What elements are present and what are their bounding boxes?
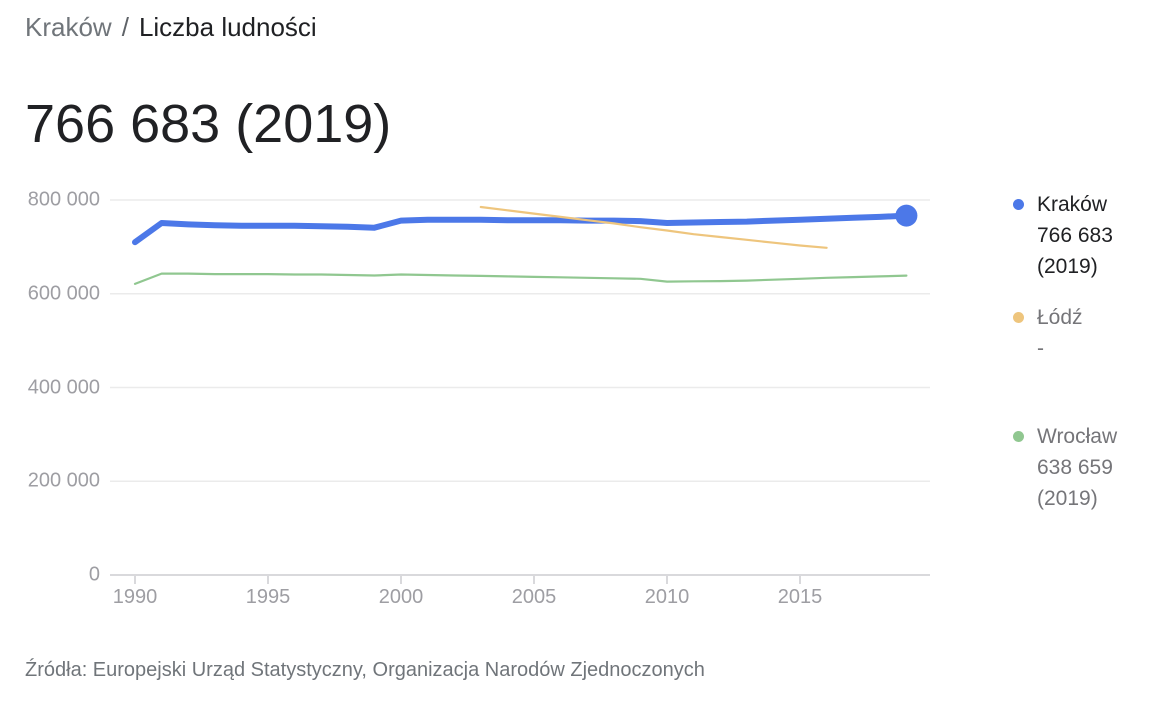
y-tick-label: 0 [88,563,100,586]
y-tick-label: 800 000 [27,188,100,211]
legend-series-year: (2019) [1037,255,1098,278]
series-line-łódź [479,205,828,249]
x-tick-label: 2000 [378,586,424,608]
series-line-wrocław [133,272,908,285]
legend-series-name: Wrocław [1037,425,1118,448]
series-end-dot-kraków [895,204,918,227]
legend-series-name: Łódź [1037,306,1083,329]
headline-value: 766 683 (2019) [25,94,392,154]
y-tick-label: 400 000 [27,376,100,398]
legend-series-value: - [1037,337,1044,360]
breadcrumb-separator: / [121,12,129,42]
x-tick-label: 2005 [511,586,557,608]
x-tick-label: 1995 [245,586,291,608]
source-note: Źródła: Europejski Urząd Statystyczny, O… [25,659,705,681]
breadcrumb-metric: Liczba ludności [138,12,317,42]
x-tick-label: 2015 [777,586,823,608]
lodz-series-dot-icon [1013,312,1024,323]
legend-item-wroclaw: Wrocław 638 659 (2019) [1013,421,1165,514]
legend-item-krakow: Kraków 766 683 (2019) [1013,189,1165,282]
x-tick-label: 2010 [644,586,690,608]
breadcrumb-city-link[interactable]: Kraków [25,12,112,42]
x-tick-label: 1990 [112,586,158,608]
legend-series-value: 766 683 [1037,224,1113,247]
legend-series-value: 638 659 [1037,456,1113,479]
krakow-series-dot-icon [1013,199,1024,210]
y-tick-label: 200 000 [27,469,100,492]
legend-series-year: (2019) [1037,487,1098,510]
legend-item-lodz: Łódź - [1013,302,1165,364]
y-tick-label: 600 000 [27,282,100,305]
breadcrumb: Kraków / Liczba ludności [25,12,317,43]
wroclaw-series-dot-icon [1013,431,1024,442]
series-line-kraków [132,212,910,246]
legend-series-name: Kraków [1037,193,1108,216]
